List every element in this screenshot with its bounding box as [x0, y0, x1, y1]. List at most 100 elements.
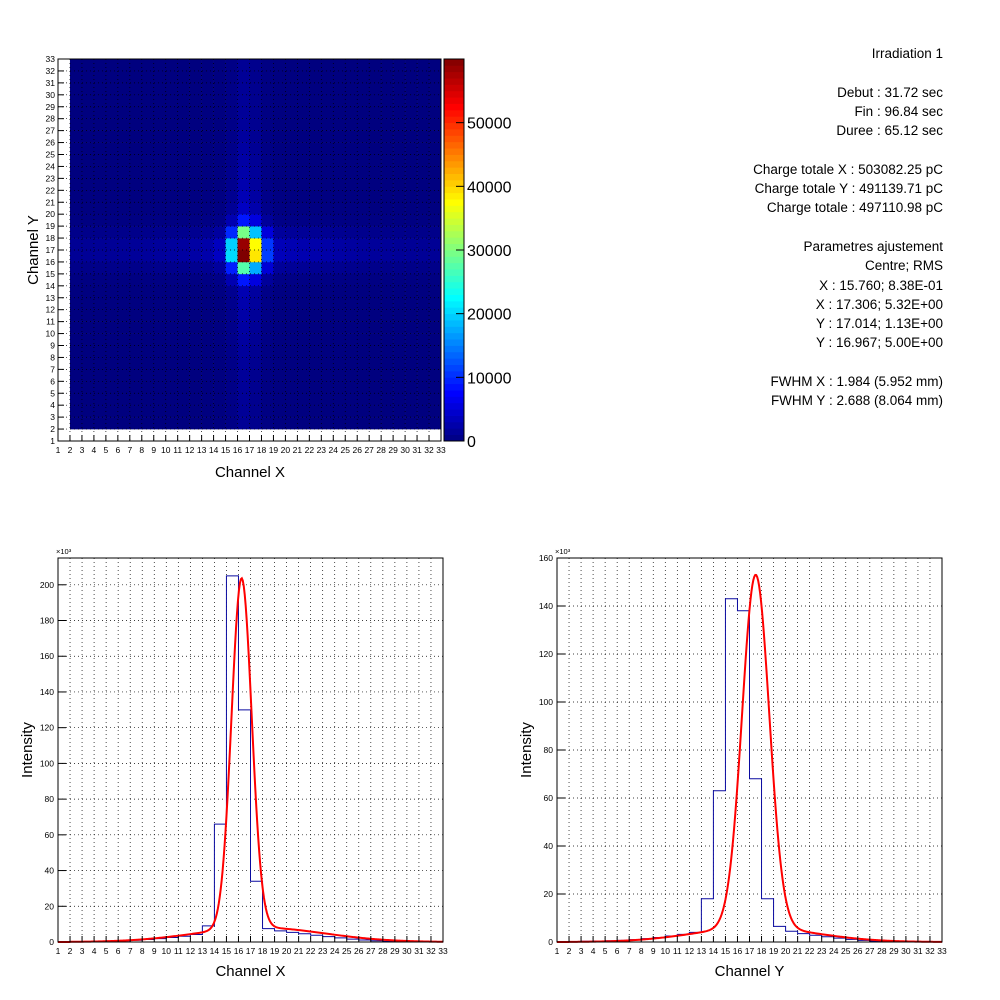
heatmap-cell [405, 82, 418, 96]
histogram-x-tick-label: 6 [116, 946, 121, 956]
heatmap-cell [381, 214, 394, 227]
histogram-x-tick-label: 26 [354, 946, 364, 956]
heatmap-cell [321, 333, 334, 346]
heatmap-cell [213, 118, 226, 131]
heatmap-cell [393, 285, 406, 299]
heatmap-cell [417, 130, 430, 143]
heatmap-x-tick-label: 28 [376, 445, 386, 455]
heatmap-x-tick-label: 29 [388, 445, 398, 455]
heatmap-cell [381, 154, 394, 167]
heatmap-cell [153, 118, 167, 131]
heatmap-cell [69, 82, 83, 96]
heatmap-cell [417, 178, 430, 191]
heatmap-cell [405, 178, 418, 191]
heatmap-cell [273, 202, 286, 215]
heatmap-cell [129, 357, 143, 370]
heatmap-cell [369, 405, 382, 418]
heatmap-cell [69, 357, 83, 370]
heatmap-cell [405, 297, 418, 310]
heatmap-cell [393, 130, 406, 143]
heatmap-cell [309, 142, 322, 155]
heatmap-cell [345, 309, 358, 322]
heatmap-y-tick-label: 28 [46, 114, 56, 124]
heatmap-cell [93, 369, 107, 382]
histogram-x-tick-label: 17 [745, 946, 755, 956]
heatmap-cell [321, 142, 334, 155]
heatmap-cell [201, 285, 214, 299]
heatmap-x-tick-label: 32 [424, 445, 434, 455]
heatmap-cell [237, 273, 250, 287]
color-scale-segment [444, 186, 464, 194]
info-fit-x1: X : 15.760; 8.38E-01 [819, 277, 943, 293]
heatmap-cell [69, 106, 83, 119]
heatmap-cell [417, 82, 430, 96]
heatmap-cell [429, 273, 442, 287]
heatmap-cell [417, 357, 430, 370]
heatmap-cell [285, 333, 298, 346]
histogram-x-tick-label: 11 [673, 946, 682, 956]
heatmap-cell [309, 345, 322, 358]
color-scale-segment [444, 148, 464, 155]
heatmap-cell [285, 178, 298, 191]
heatmap-cell [285, 369, 298, 382]
heatmap-cell [333, 166, 346, 179]
histogram-x-tick-label: 25 [841, 946, 851, 956]
heatmap-cell [141, 82, 155, 96]
heatmap-cell [309, 94, 322, 108]
heatmap-x-tick-label: 24 [329, 445, 339, 455]
heatmap-cell [321, 226, 334, 239]
histogram-x-tick-label: 20 [282, 946, 292, 956]
heatmap-cell [225, 405, 238, 418]
heatmap-cell [261, 166, 274, 179]
histogram-y-tick-label: 20 [45, 901, 55, 911]
heatmap-cell [369, 238, 382, 251]
heatmap-cell [213, 273, 226, 287]
heatmap-cell [333, 226, 346, 239]
heatmap-cell [81, 238, 95, 251]
heatmap-cell [237, 154, 250, 167]
heatmap-cell [333, 261, 346, 275]
heatmap-cell [141, 70, 155, 84]
heatmap-cell [357, 82, 370, 96]
heatmap-cell [369, 333, 382, 346]
histogram-x-tick-label: 29 [889, 946, 899, 956]
heatmap-cell [369, 166, 382, 179]
heatmap-cell [393, 166, 406, 179]
heatmap-cell [81, 321, 95, 334]
heatmap-cell [369, 285, 382, 299]
heatmap-cell [201, 261, 214, 275]
heatmap-cell [141, 190, 155, 203]
heatmap-cell [69, 166, 83, 179]
heatmap-cell [345, 369, 358, 382]
color-scale-tick-label: 0 [467, 434, 476, 451]
heatmap-y-axis-label: Channel Y [25, 215, 42, 285]
histogram-y-tick-label: 100 [40, 758, 54, 768]
heatmap-y-tick-label: 23 [46, 173, 56, 183]
heatmap-cell [381, 226, 394, 239]
heatmap-cell [405, 273, 418, 287]
heatmap-cell [369, 94, 382, 108]
heatmap-x-tick-label: 20 [281, 445, 291, 455]
color-scale-segment [444, 78, 464, 85]
heatmap-cell [321, 118, 334, 131]
heatmap-cell [153, 309, 167, 322]
heatmap-cell [201, 190, 214, 203]
heatmap-cell [177, 261, 190, 275]
histogram-x-tick-label: 28 [378, 946, 388, 956]
heatmap-cell [189, 82, 202, 96]
heatmap-cell [357, 333, 370, 346]
color-scale-segment [444, 434, 464, 442]
color-scale-segment [444, 84, 464, 92]
color-scale-segment [444, 415, 464, 423]
heatmap-cell [105, 297, 119, 310]
heatmap-cell [105, 130, 119, 143]
heatmap-cell [189, 357, 202, 370]
heatmap-cell [345, 405, 358, 418]
heatmap-cell [69, 226, 83, 239]
heatmap-cell [153, 178, 167, 191]
heatmap-cell [237, 297, 250, 310]
heatmap-cell [177, 106, 190, 119]
heatmap-cell [117, 70, 131, 84]
heatmap-cell [105, 214, 119, 227]
heatmap-cell [261, 214, 274, 227]
